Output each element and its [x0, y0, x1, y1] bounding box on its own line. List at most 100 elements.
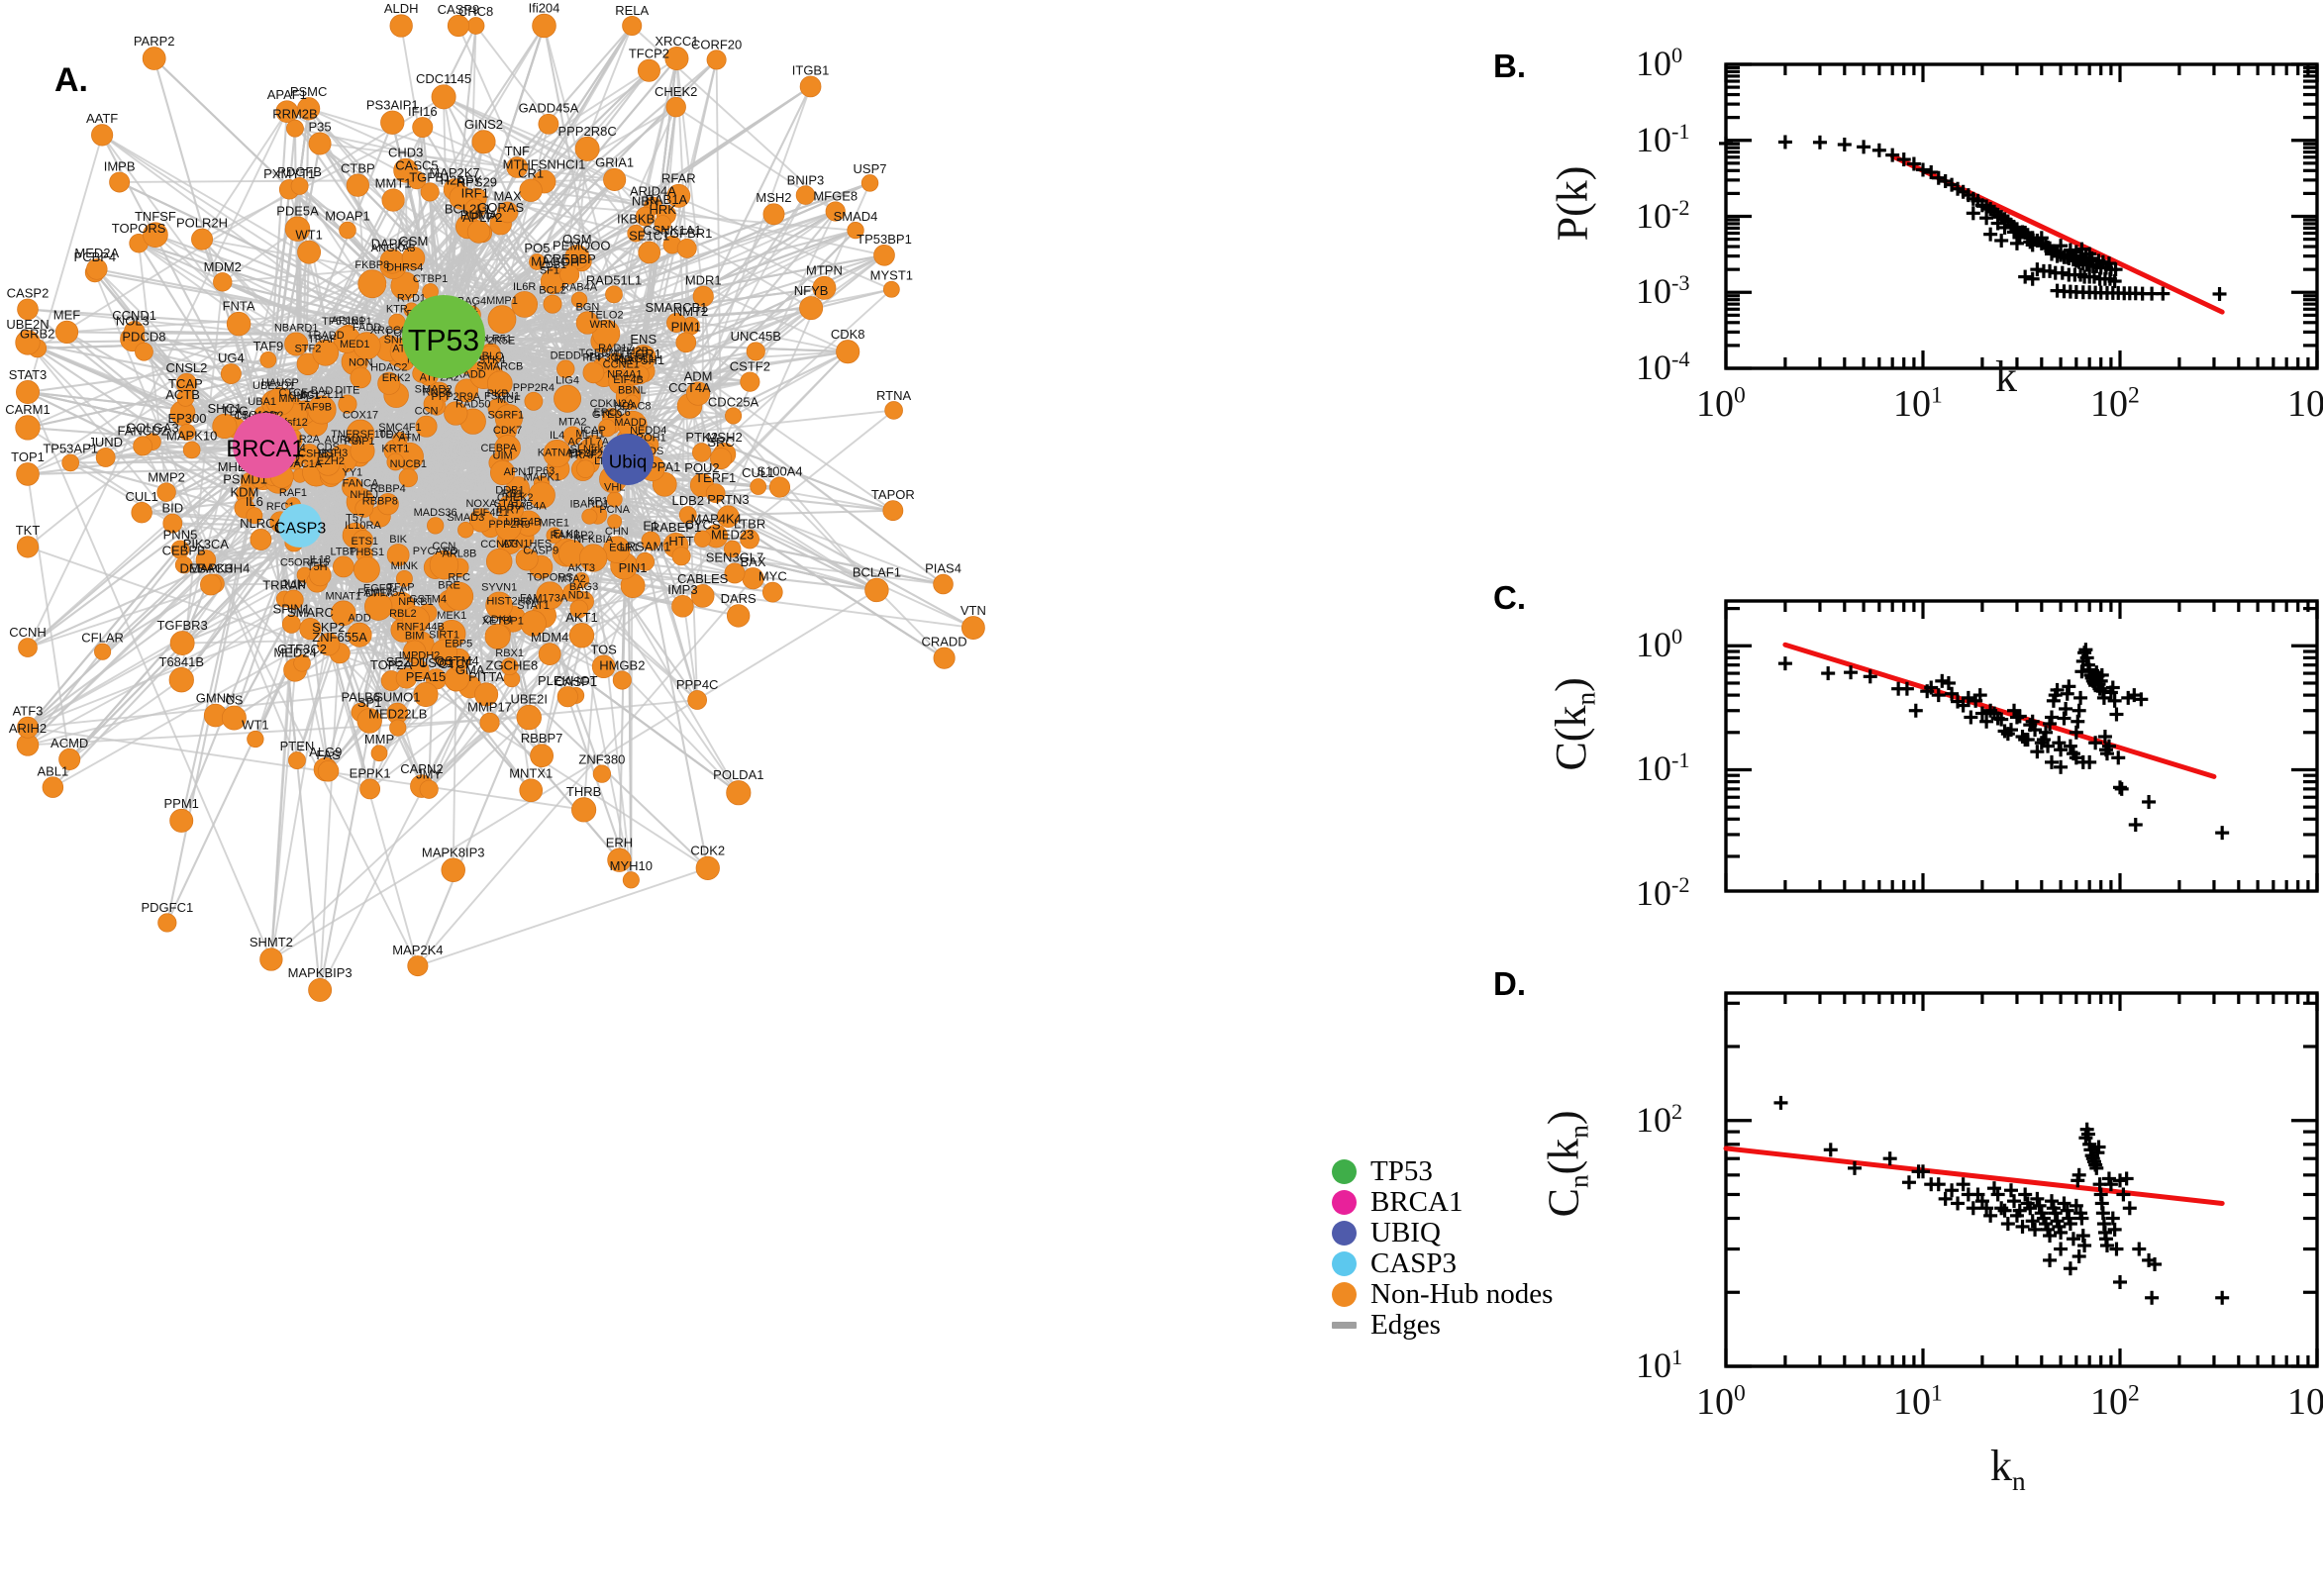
network-node[interactable] [386, 544, 410, 566]
network-node[interactable] [250, 529, 272, 550]
network-node[interactable] [17, 716, 39, 739]
hub-node-brca1[interactable] [233, 413, 298, 478]
network-node[interactable] [377, 371, 401, 395]
network-node[interactable] [581, 508, 598, 525]
network-node[interactable] [761, 581, 783, 603]
network-node[interactable] [762, 203, 785, 226]
network-node[interactable] [168, 667, 194, 693]
network-node[interactable] [156, 482, 176, 502]
network-node[interactable] [562, 426, 582, 446]
network-node[interactable] [370, 745, 388, 762]
network-node[interactable] [109, 171, 131, 193]
network-node[interactable] [825, 201, 846, 222]
network-node[interactable] [960, 616, 985, 640]
network-node[interactable] [389, 14, 413, 38]
network-node[interactable] [342, 476, 363, 498]
network-node[interactable] [486, 370, 513, 397]
network-node[interactable] [246, 507, 263, 525]
network-node[interactable] [124, 321, 146, 343]
network-node[interactable] [795, 185, 816, 205]
network-node[interactable] [603, 167, 627, 191]
network-node[interactable] [664, 47, 689, 71]
network-node[interactable] [666, 183, 691, 208]
network-node[interactable] [338, 394, 357, 414]
network-node[interactable] [15, 415, 41, 441]
network-node[interactable] [556, 359, 575, 378]
network-node[interactable] [750, 478, 767, 495]
network-node[interactable] [933, 647, 956, 669]
network-node[interactable] [538, 113, 559, 135]
network-node[interactable] [860, 174, 879, 192]
network-node[interactable] [607, 848, 632, 872]
network-node[interactable] [283, 589, 304, 611]
network-node[interactable] [690, 584, 715, 608]
network-node[interactable] [402, 640, 427, 663]
network-node[interactable] [299, 617, 322, 641]
network-node[interactable] [484, 623, 511, 649]
network-node[interactable] [346, 173, 369, 197]
network-node[interactable] [630, 365, 650, 385]
network-node[interactable] [873, 244, 895, 266]
network-node[interactable] [519, 178, 543, 202]
network-node[interactable] [386, 452, 405, 471]
network-node[interactable] [706, 50, 727, 70]
network-node[interactable] [520, 610, 547, 637]
network-node[interactable] [350, 366, 371, 389]
network-node[interactable] [356, 708, 382, 734]
network-node[interactable] [466, 17, 485, 35]
network-node[interactable] [308, 132, 332, 155]
network-node[interactable] [641, 531, 660, 550]
network-node[interactable] [178, 423, 196, 442]
network-node[interactable] [182, 441, 201, 459]
network-node[interactable] [191, 228, 214, 250]
network-node[interactable] [86, 258, 108, 280]
network-node[interactable] [259, 948, 283, 971]
network-node[interactable] [612, 670, 632, 690]
network-node[interactable] [226, 311, 252, 337]
network-node[interactable] [489, 459, 516, 486]
network-node[interactable] [573, 572, 590, 589]
network-node[interactable] [284, 216, 311, 242]
network-node[interactable] [429, 549, 459, 580]
network-node[interactable] [441, 857, 465, 882]
network-node[interactable] [494, 435, 521, 461]
network-node[interactable] [401, 246, 426, 270]
network-node[interactable] [494, 404, 523, 433]
network-node[interactable] [695, 855, 720, 880]
network-node[interactable] [864, 577, 889, 603]
network-node[interactable] [485, 591, 513, 620]
network-node[interactable] [726, 780, 752, 806]
network-node[interactable] [622, 15, 643, 37]
network-node[interactable] [308, 977, 333, 1002]
network-node[interactable] [568, 623, 595, 648]
network-node[interactable] [176, 389, 195, 407]
network-node[interactable] [500, 657, 519, 676]
network-node[interactable] [562, 583, 581, 602]
network-node[interactable] [538, 643, 561, 665]
network-node[interactable] [17, 298, 39, 321]
network-node[interactable] [347, 622, 372, 648]
network-node[interactable] [330, 600, 356, 627]
network-node[interactable] [290, 176, 309, 195]
network-node[interactable] [740, 371, 760, 392]
network-node[interactable] [354, 498, 374, 518]
network-node[interactable] [569, 599, 589, 619]
network-node[interactable] [578, 544, 608, 572]
network-node[interactable] [582, 361, 605, 384]
network-node[interactable] [94, 643, 112, 660]
network-node[interactable] [687, 690, 708, 710]
network-node[interactable] [692, 285, 714, 307]
network-node[interactable] [353, 332, 381, 360]
network-node[interactable] [317, 633, 341, 656]
hub-node-tp53[interactable] [402, 295, 485, 378]
network-node[interactable] [740, 529, 759, 549]
hub-node-ubiq[interactable] [602, 434, 654, 485]
network-node[interactable] [412, 117, 434, 139]
network-node[interactable] [882, 280, 900, 298]
network-node[interactable] [423, 393, 444, 414]
network-node[interactable] [431, 84, 456, 110]
network-node[interactable] [200, 573, 222, 596]
network-node[interactable] [666, 313, 686, 333]
network-node[interactable] [627, 224, 645, 243]
network-node[interactable] [693, 530, 712, 548]
